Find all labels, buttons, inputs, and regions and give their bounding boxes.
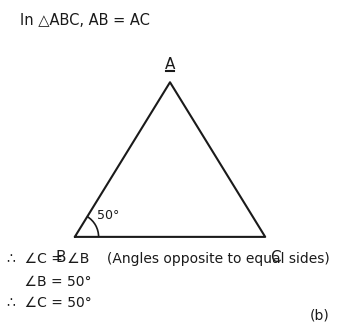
Text: ∴  ∠C = 50°: ∴ ∠C = 50°	[7, 296, 91, 310]
Text: B: B	[56, 250, 66, 265]
Text: A: A	[165, 57, 175, 72]
Text: In △ABC, AB = AC: In △ABC, AB = AC	[20, 13, 150, 28]
Text: ∠B = 50°: ∠B = 50°	[7, 275, 91, 289]
Text: (b): (b)	[310, 308, 330, 322]
Text: ∴  ∠C = ∠B    (Angles opposite to equal sides): ∴ ∠C = ∠B (Angles opposite to equal side…	[7, 252, 329, 266]
Text: C: C	[270, 250, 281, 265]
Text: 50°: 50°	[97, 209, 119, 222]
